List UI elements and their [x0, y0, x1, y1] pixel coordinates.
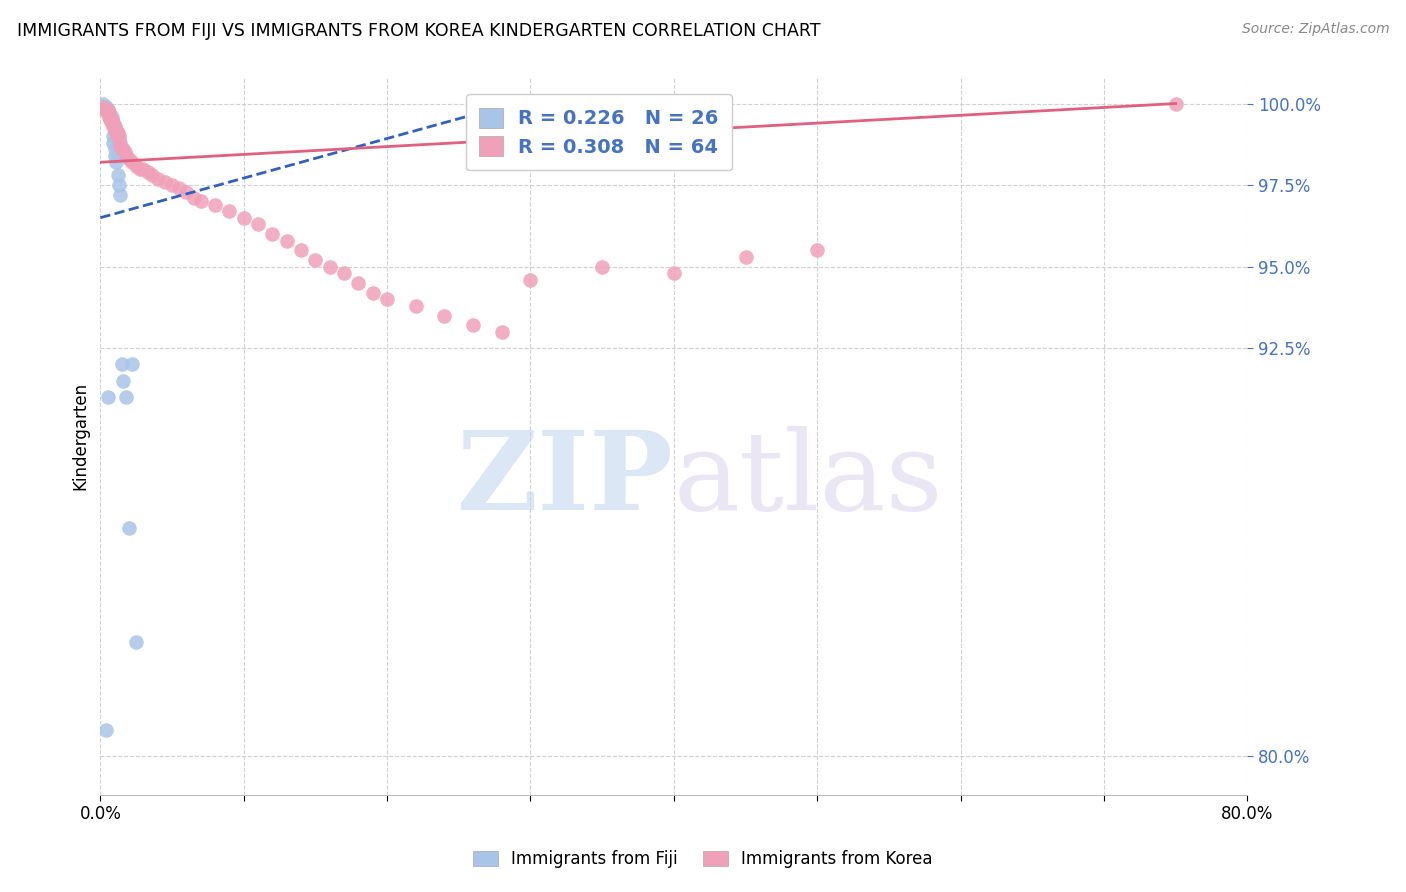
Point [100, 110, 122, 124]
Text: IMMIGRANTS FROM FIJI VS IMMIGRANTS FROM KOREA KINDERGARTEN CORRELATION CHART: IMMIGRANTS FROM FIJI VS IMMIGRANTS FROM … [17, 22, 820, 40]
Point [100, 110, 122, 124]
Point [108, 178, 131, 192]
Text: ZIP: ZIP [457, 425, 673, 533]
Point [115, 390, 138, 404]
Point [110, 136, 132, 150]
Point [110, 139, 132, 153]
Point [103, 120, 125, 134]
Point [96, 103, 118, 117]
Point [97, 106, 120, 120]
Point [118, 152, 141, 166]
Point [319, 260, 342, 274]
Point [183, 191, 205, 205]
Point [111, 358, 134, 372]
Point [91, 100, 114, 114]
Point [591, 260, 613, 274]
Point [519, 273, 541, 287]
Point [94, 723, 117, 737]
Point [97, 106, 120, 120]
Point [108, 129, 131, 144]
Point [405, 299, 427, 313]
Point [111, 142, 134, 156]
Legend: Immigrants from Fiji, Immigrants from Korea: Immigrants from Fiji, Immigrants from Ko… [467, 844, 939, 875]
Point [232, 211, 254, 225]
Point [96, 103, 118, 117]
Point [115, 149, 138, 163]
Point [104, 122, 127, 136]
Y-axis label: Kindergarten: Kindergarten [72, 382, 89, 491]
Point [375, 292, 398, 306]
Point [118, 520, 141, 534]
Point [104, 142, 127, 156]
Point [101, 110, 124, 124]
Point [108, 132, 131, 146]
Point [96, 106, 118, 120]
Point [112, 142, 135, 156]
Point [94, 103, 117, 117]
Point [93, 103, 115, 117]
Point [153, 175, 176, 189]
Point [176, 185, 198, 199]
Point [247, 217, 270, 231]
Point [125, 634, 148, 648]
Point [100, 112, 122, 127]
Point [491, 325, 513, 339]
Point [104, 120, 127, 134]
Point [190, 194, 212, 209]
Point [94, 100, 117, 114]
Point [461, 318, 484, 333]
Point [333, 266, 356, 280]
Point [114, 145, 136, 160]
Point [121, 155, 143, 169]
Point [160, 178, 183, 192]
Point [97, 106, 120, 120]
Point [290, 244, 312, 258]
Point [91, 96, 114, 111]
Point [93, 100, 115, 114]
Point [107, 169, 129, 183]
Point [110, 187, 132, 202]
Point [105, 155, 128, 169]
Point [96, 390, 118, 404]
Point [101, 112, 124, 127]
Point [107, 126, 129, 140]
Point [104, 149, 127, 163]
Point [167, 181, 190, 195]
Point [433, 309, 456, 323]
Point [262, 227, 284, 241]
Point [734, 250, 756, 264]
Text: Source: ZipAtlas.com: Source: ZipAtlas.com [1241, 22, 1389, 37]
Point [347, 276, 370, 290]
Point [276, 234, 298, 248]
Point [132, 161, 155, 176]
Point [361, 285, 384, 300]
Point [107, 129, 129, 144]
Point [105, 126, 128, 140]
Point [146, 171, 169, 186]
Point [101, 112, 124, 127]
Point [103, 136, 125, 150]
Point [97, 110, 120, 124]
Text: atlas: atlas [673, 425, 943, 533]
Point [101, 116, 124, 130]
Legend: R = 0.226   N = 26, R = 0.308   N = 64: R = 0.226 N = 26, R = 0.308 N = 64 [465, 95, 733, 170]
Point [103, 116, 125, 130]
Point [136, 165, 159, 179]
Point [662, 266, 685, 280]
Point [304, 253, 326, 268]
Point [806, 244, 828, 258]
Point [218, 204, 240, 219]
Point [112, 374, 135, 388]
Point [1164, 96, 1187, 111]
Point [204, 197, 226, 211]
Point [141, 169, 163, 183]
Point [96, 103, 118, 117]
Point [105, 122, 128, 136]
Point [103, 129, 125, 144]
Point [121, 358, 143, 372]
Point [129, 161, 152, 176]
Point [125, 159, 148, 173]
